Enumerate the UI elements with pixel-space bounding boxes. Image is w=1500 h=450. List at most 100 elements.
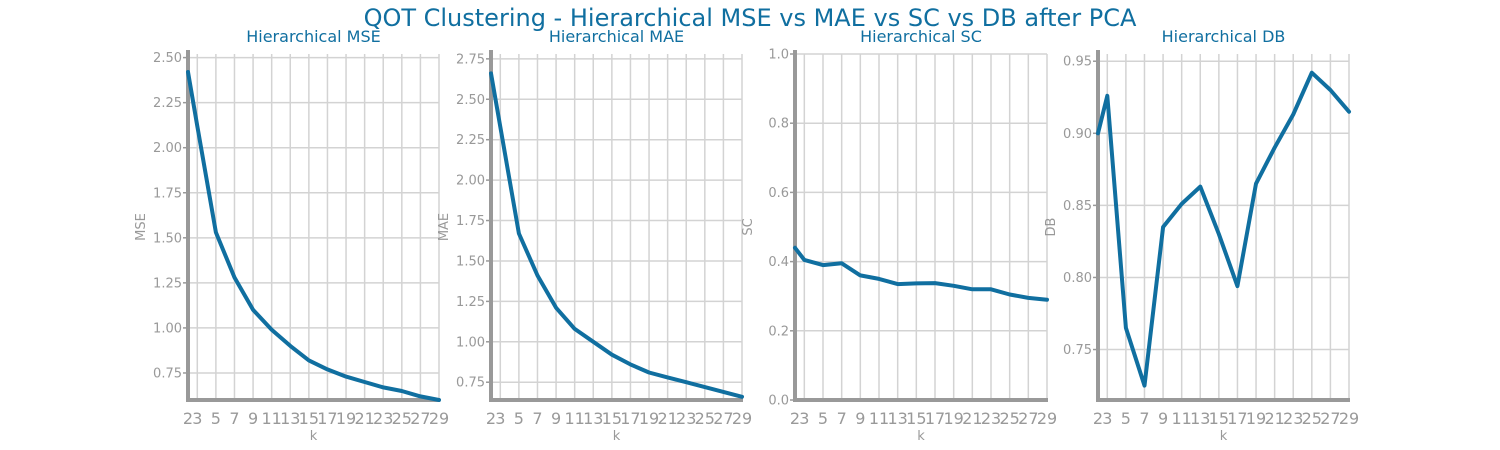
chart-1-x-tick-label: 2 (183, 409, 193, 428)
chart-3-x-tick-label: 21 (962, 409, 982, 428)
chart-2-x-tick-label: 2 (486, 409, 496, 428)
chart-4-x-label: k (1220, 429, 1228, 444)
chart-2-x-tick-label: 15 (602, 409, 622, 428)
chart-1-x-tick-label: 5 (211, 409, 221, 428)
chart-3-y-label: SC (741, 218, 756, 235)
chart-2-series-line (489, 71, 744, 399)
chart-4-x-tick-label: 3 (1102, 409, 1112, 428)
chart-1-y-tick-label: 1.00 (153, 321, 182, 336)
chart-3-x-tick-label: 13 (887, 409, 907, 428)
chart-4-y-tick-label: 0.90 (1063, 127, 1092, 142)
chart-1-x-tick-label: 25 (392, 409, 412, 428)
chart-2-x-tick-label: 17 (620, 409, 640, 428)
chart-1-title: Hierarchical MSE (246, 27, 381, 46)
chart-4-x-tick-label: 27 (1320, 409, 1340, 428)
chart-1-x-label: k (310, 429, 318, 444)
chart-2-x-tick-label: 5 (514, 409, 524, 428)
chart-4-x-tick-label: 23 (1283, 409, 1303, 428)
chart-2-x-tick-label: 3 (495, 409, 505, 428)
chart-4-x-tick-label: 15 (1209, 409, 1229, 428)
chart-2-y-tick-label: 1.25 (456, 295, 485, 310)
chart-2-y-tick-label: 2.75 (456, 52, 485, 67)
chart-2-y-tick-label: 1.75 (456, 214, 485, 229)
chart-1-series-line (186, 70, 441, 402)
chart-3-title: Hierarchical SC (860, 27, 982, 46)
chart-2-x-tick-label: 25 (695, 409, 715, 428)
chart-3-x-label: k (917, 429, 925, 444)
chart-4-x-tick-label: 7 (1139, 409, 1149, 428)
chart-1-x-tick-label: 27 (410, 409, 430, 428)
chart-1-x-tick-label: 21 (354, 409, 374, 428)
chart-4-y-tick-label: 0.95 (1063, 55, 1092, 70)
chart-1-x-tick-label: 3 (192, 409, 202, 428)
chart-1-x-tick-label: 19 (336, 409, 356, 428)
chart-4-series-line (1096, 70, 1351, 388)
chart-3-y-tick-label: 0.0 (768, 394, 789, 409)
chart-1-y-tick-label: 2.00 (153, 141, 182, 156)
chart-2-x-tick-label: 13 (583, 409, 603, 428)
chart-1-y-tick-label: 0.75 (153, 366, 182, 381)
chart-3-x-tick-label: 29 (1037, 409, 1057, 428)
chart-3-x-tick-label: 27 (1018, 409, 1038, 428)
chart-3-x-tick-label: 2 (790, 409, 800, 428)
chart-4-x-tick-label: 29 (1339, 409, 1359, 428)
chart-2-x-tick-label: 29 (732, 409, 752, 428)
chart-3-x-tick-label: 9 (855, 409, 865, 428)
chart-1-x-tick-label: 13 (280, 409, 300, 428)
chart-1-x-tick-label: 11 (261, 409, 281, 428)
chart-3-series-line (793, 245, 1049, 302)
chart-4-x-tick-label: 25 (1302, 409, 1322, 428)
figure-title: QOT Clustering - Hierarchical MSE vs MAE… (363, 4, 1137, 32)
chart-3-x-tick-label: 3 (799, 409, 809, 428)
chart-1-x-tick-label: 23 (373, 409, 393, 428)
chart-1-y-label: MSE (134, 213, 149, 241)
chart-3-y-tick-label: 0.8 (768, 117, 789, 132)
chart-3-y-tick-label: 0.6 (768, 186, 789, 201)
chart-4-x-tick-label: 21 (1264, 409, 1284, 428)
chart-2-x-tick-label: 21 (657, 409, 677, 428)
chart-2-y-tick-label: 2.00 (456, 174, 485, 189)
chart-2-title: Hierarchical MAE (549, 27, 684, 46)
chart-1-x-tick-label: 9 (248, 409, 258, 428)
chart-2-y-tick-label: 1.50 (456, 254, 485, 269)
chart-2-y-tick-label: 2.50 (456, 93, 485, 108)
chart-3-x-tick-label: 15 (906, 409, 926, 428)
chart-1-y-tick-label: 2.25 (153, 96, 182, 111)
chart-1-y-tick-label: 1.50 (153, 231, 182, 246)
chart-2-y-tick-label: 0.75 (456, 376, 485, 391)
chart-1-x-tick-label: 17 (317, 409, 337, 428)
chart-3-x-tick-label: 11 (869, 409, 889, 428)
chart-3-x-tick-label: 17 (925, 409, 945, 428)
chart-2-x-tick-label: 23 (676, 409, 696, 428)
chart-4-x-tick-label: 5 (1121, 409, 1131, 428)
chart-1-y-tick-label: 2.50 (153, 51, 182, 66)
chart-4-x-tick-label: 19 (1246, 409, 1266, 428)
chart-1-y-tick-label: 1.25 (153, 276, 182, 291)
chart-4-title: Hierarchical DB (1162, 27, 1286, 46)
chart-4-x-tick-label: 9 (1158, 409, 1168, 428)
chart-3-x-tick-label: 7 (837, 409, 847, 428)
chart-3-x-tick-label: 23 (981, 409, 1001, 428)
chart-4-y-label: DB (1044, 218, 1059, 237)
chart-3-y-tick-label: 0.4 (768, 255, 789, 270)
chart-4-x-tick-label: 11 (1171, 409, 1191, 428)
chart-2-y-label: MAE (437, 213, 452, 241)
chart-3-x-tick-label: 5 (818, 409, 828, 428)
chart-4-x-tick-label: 13 (1190, 409, 1210, 428)
chart-2-x-tick-label: 9 (551, 409, 561, 428)
chart-3-y-tick-label: 1.0 (768, 48, 789, 63)
chart-4-y-tick-label: 0.80 (1063, 271, 1092, 286)
chart-2-x-tick-label: 11 (564, 409, 584, 428)
chart-3-y-tick-label: 0.2 (768, 324, 789, 339)
chart-4-y-tick-label: 0.85 (1063, 199, 1092, 214)
chart-3-x-tick-label: 25 (999, 409, 1019, 428)
chart-4-y-tick-label: 0.75 (1063, 343, 1092, 358)
chart-2-x-tick-label: 27 (713, 409, 733, 428)
chart-4-x-tick-label: 2 (1093, 409, 1103, 428)
chart-4-x-tick-label: 17 (1227, 409, 1247, 428)
chart-2-x-tick-label: 7 (532, 409, 542, 428)
chart-1-x-tick-label: 15 (299, 409, 319, 428)
chart-2-x-label: k (613, 429, 621, 444)
